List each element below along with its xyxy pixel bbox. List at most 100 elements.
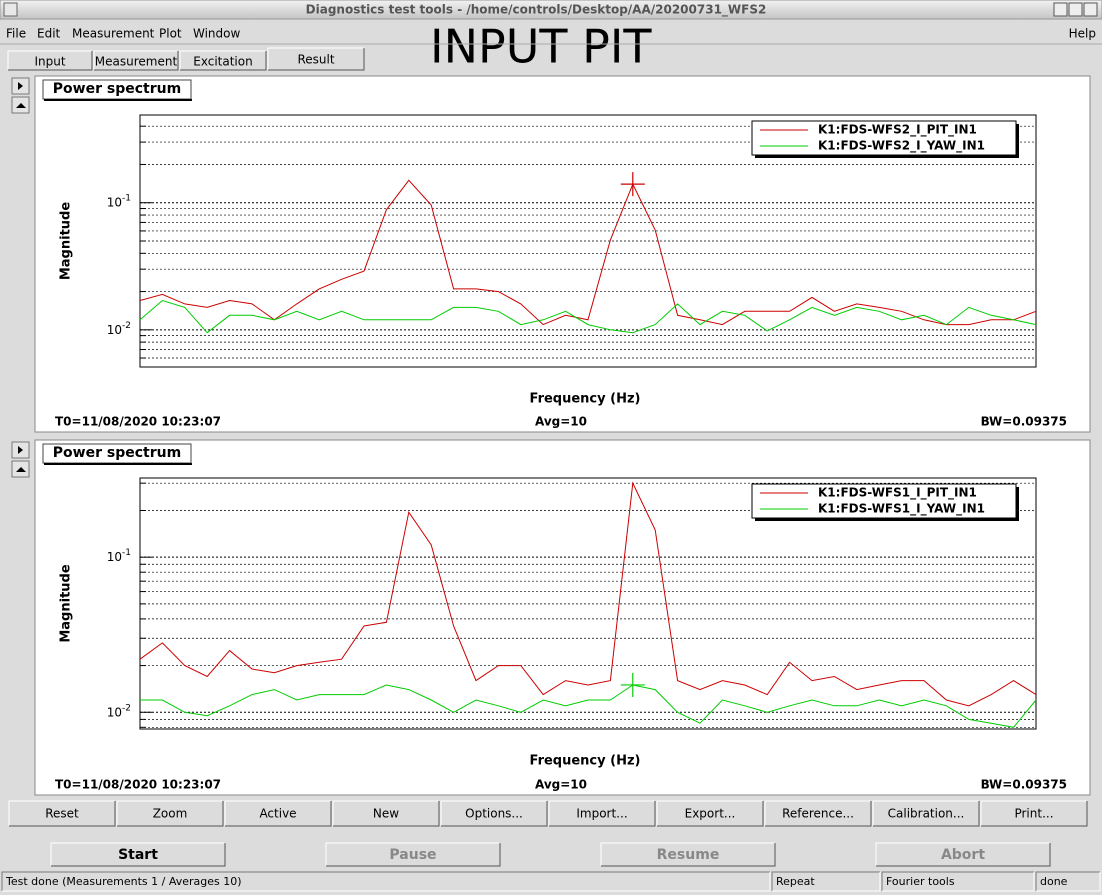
menu-item[interactable]: File	[6, 27, 26, 41]
tick-base: 10	[107, 705, 122, 719]
toolbar-button[interactable]: Print...	[1014, 807, 1053, 821]
toolbar-button[interactable]: Active	[259, 807, 296, 821]
toolbar-button[interactable]: Reference...	[782, 807, 854, 821]
bevel	[765, 801, 871, 826]
bevel-light	[325, 842, 500, 866]
window-title: Diagnostics test tools - /home/controls/…	[306, 3, 767, 18]
bevel	[549, 801, 655, 826]
legend-label: K1:FDS-WFS2_I_PIT_IN1	[818, 123, 977, 138]
bevel-dark	[2, 872, 771, 892]
menu-item[interactable]: Plot	[159, 27, 182, 41]
y-tick-label: 10-2	[107, 320, 131, 336]
bevel	[117, 801, 223, 826]
toolbar-button[interactable]: Calibration...	[888, 807, 965, 821]
y-axis-label: Magnitude	[59, 564, 74, 643]
menu-item[interactable]: Window	[193, 27, 241, 41]
menu-item[interactable]: Edit	[37, 27, 61, 41]
bevel-dark	[657, 801, 764, 827]
bevel	[882, 872, 1034, 891]
bevel-dark	[772, 872, 881, 892]
bevel-light	[764, 800, 871, 826]
cursor	[620, 672, 645, 697]
tab[interactable]: Result	[297, 53, 334, 67]
toolbar-button[interactable]: Import...	[576, 807, 627, 821]
legend-label: K1:FDS-WFS1_I_YAW_IN1	[818, 502, 985, 517]
toolbar-button[interactable]: Export...	[685, 807, 736, 821]
control-button[interactable]: Start	[118, 847, 158, 863]
arrow	[16, 467, 26, 472]
y-tick-label: 10-2	[107, 703, 131, 719]
bevel	[1036, 872, 1100, 891]
bevel-dark	[268, 48, 365, 71]
series-line	[139, 481, 1037, 707]
bevel-light	[116, 800, 223, 826]
bevel-light	[440, 800, 547, 826]
bevel	[441, 801, 547, 826]
y-tick-label: 10-1	[107, 548, 131, 564]
legend	[751, 120, 1017, 156]
tick-base: 10	[107, 322, 122, 336]
bevel-light	[332, 800, 439, 826]
overlay-text: INPUT PIT	[430, 20, 652, 74]
x-axis-label: Frequency (Hz)	[530, 392, 641, 407]
bevel-dark	[180, 51, 267, 71]
tab[interactable]: Measurement	[95, 55, 178, 69]
panel-label: Power spectrum	[53, 81, 181, 97]
bevel-dark	[225, 801, 332, 827]
bevel	[9, 801, 115, 826]
toolbar-button[interactable]: Reset	[45, 807, 79, 821]
bevel-light	[7, 50, 92, 70]
footer-avg: Avg=10	[535, 778, 587, 792]
bevel-dark	[117, 801, 224, 827]
control-button: Pause	[389, 847, 436, 863]
bevel	[326, 843, 500, 866]
menu-item[interactable]: Measurement	[72, 27, 155, 41]
status-field: Fourier tools	[886, 875, 955, 888]
bevel	[772, 872, 880, 891]
bevel	[876, 843, 1050, 866]
bevel-light	[656, 800, 763, 826]
bevel-dark	[8, 51, 93, 71]
bevel	[180, 51, 266, 70]
close-button[interactable]	[1083, 2, 1098, 17]
maximize-button[interactable]	[1068, 2, 1083, 17]
arrow	[16, 103, 26, 108]
window-icon[interactable]	[3, 2, 18, 17]
bevel	[8, 51, 92, 70]
tick-base: 10	[107, 195, 122, 209]
bevel-light	[600, 842, 775, 866]
legend	[751, 483, 1017, 519]
status-field: done	[1040, 875, 1068, 888]
footer-bw: BW=0.09375	[981, 415, 1067, 429]
bevel	[333, 801, 439, 826]
menu-help[interactable]: Help	[1069, 27, 1096, 41]
toolbar-button[interactable]: Options...	[465, 807, 523, 821]
bevel	[225, 801, 331, 826]
tab[interactable]: Input	[34, 55, 65, 69]
minimize-button[interactable]	[1053, 2, 1068, 17]
toolbar-button[interactable]: New	[373, 807, 399, 821]
bevel-dark	[94, 51, 179, 71]
bevel-light	[771, 871, 880, 891]
tick-exponent: -1	[122, 193, 131, 203]
bevel-light	[8, 800, 115, 826]
bevel-light	[881, 871, 1034, 891]
tick-exponent: -1	[122, 548, 131, 558]
bevel-dark	[873, 801, 980, 827]
bevel	[601, 843, 775, 866]
legend-label: K1:FDS-WFS2_I_YAW_IN1	[818, 139, 985, 154]
bevel-dark	[51, 843, 226, 867]
bevel-dark	[882, 872, 1035, 892]
toolbar-button[interactable]: Zoom	[153, 807, 188, 821]
tab[interactable]: Excitation	[193, 55, 252, 69]
tick-exponent: -2	[122, 320, 131, 330]
bevel-dark	[981, 801, 1088, 827]
control-button: Abort	[941, 847, 985, 863]
bevel-light	[179, 50, 266, 70]
window-controls	[1053, 2, 1098, 17]
series-line	[139, 299, 1037, 334]
cursor	[620, 172, 645, 197]
panel-label: Power spectrum	[53, 445, 181, 461]
y-axis-label: Magnitude	[59, 202, 74, 281]
